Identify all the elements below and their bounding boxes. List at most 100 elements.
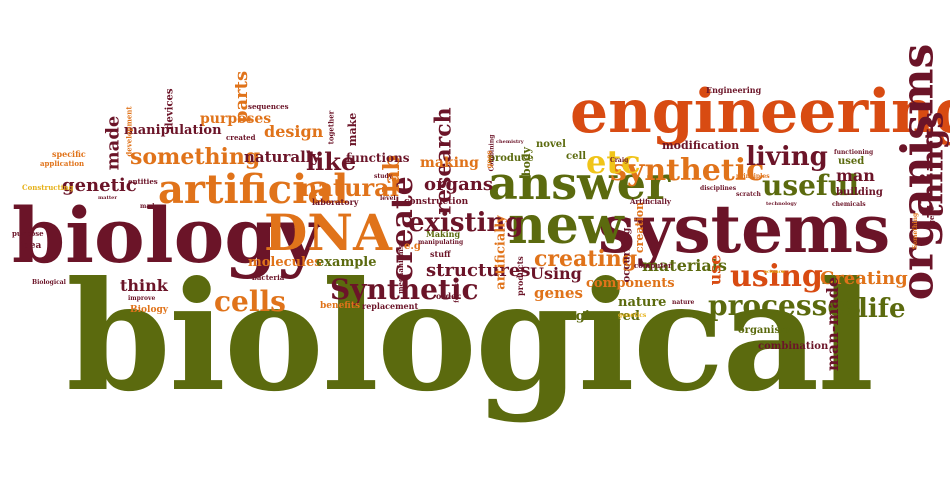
cloud-word-creation: creation (633, 201, 647, 254)
cloud-word-disciplines: disciplines (700, 185, 737, 192)
cloud-word-cell: cell (566, 151, 587, 162)
cloud-word-example: example (316, 255, 377, 270)
cloud-word-systems: systems (598, 190, 891, 268)
cloud-word-nature: nature (618, 295, 667, 310)
cloud-word-new: new (508, 195, 624, 256)
cloud-word-something: something (130, 144, 261, 170)
cloud-word-biology-cap: Biology (130, 305, 168, 315)
cloud-word-novel: novel (536, 139, 566, 150)
cloud-word-stuff: stuff (430, 249, 451, 259)
cloud-word-replacement: replacement (362, 301, 419, 311)
cloud-word-bacteria: bacteria (252, 273, 285, 282)
cloud-word-functioning: functioning (834, 149, 874, 156)
cloud-word-genes: genes (534, 284, 583, 302)
cloud-word-like: like (306, 147, 357, 176)
cloud-word-materials: materials (642, 256, 727, 275)
cloud-word-mechanisms: mechanisms (395, 245, 405, 294)
cloud-word-together: together (326, 110, 336, 145)
cloud-word-genetic: genetic (62, 175, 137, 196)
cloud-word-building: building (836, 187, 883, 198)
cloud-word-engineering-cap: Engineering (706, 85, 762, 95)
cloud-word-used: used (838, 156, 865, 167)
cloud-word-man-made: man-made (823, 276, 843, 372)
cloud-word-application: application (40, 159, 85, 168)
cloud-word-principles: principles (736, 173, 770, 180)
cloud-word-functions: functions (346, 151, 410, 165)
cloud-word-technology: technology (766, 201, 797, 207)
cloud-word-study: study (374, 173, 393, 180)
cloud-word-products: products (514, 256, 525, 296)
cloud-word-laboratory: laboratory (312, 197, 359, 207)
cloud-word-sequences: sequences (248, 102, 289, 111)
cloud-word-manipulation: manipulation (124, 123, 222, 138)
cloud-word-use: use (705, 254, 725, 286)
cloud-word-produce: produce (488, 153, 534, 164)
cloud-word-structures: structures (426, 260, 531, 281)
cloud-word-artificially: artificially (493, 215, 509, 290)
cloud-word-eg: e.g (404, 241, 421, 252)
cloud-word-something-cap: Something (912, 212, 920, 250)
cloud-word-living: living (746, 142, 828, 172)
cloud-word-chemistry: chemistry (496, 139, 524, 145)
cloud-word-things: things (915, 111, 950, 219)
cloud-word-level: level (380, 195, 396, 202)
cloud-word-biological-small: Biological (32, 279, 66, 286)
cloud-word-using-cap: Using (530, 264, 582, 283)
cloud-word-making-cap: Making (426, 229, 461, 239)
cloud-word-devices: devices (164, 88, 176, 130)
cloud-word-dna: DNA (264, 203, 392, 262)
cloud-word-made: made (102, 115, 124, 171)
cloud-word-computer: computer (634, 261, 672, 270)
cloud-word-naturally: naturally (244, 148, 321, 166)
cloud-word-engineering: engineering (570, 77, 950, 147)
cloud-word-natural: natural (300, 173, 399, 202)
cloud-word-life: life (858, 294, 906, 324)
cloud-word-answer: answer (488, 156, 671, 210)
cloud-word-genetics: genetics (618, 312, 647, 319)
cloud-word-existing: existing (408, 208, 524, 238)
cloud-word-creating: creating (534, 246, 638, 272)
cloud-word-chemicals: chemicals (832, 201, 866, 208)
cloud-word-think: think (120, 276, 168, 295)
cloud-word-purposes: purposes (200, 111, 272, 127)
cloud-word-man: man (836, 166, 875, 185)
cloud-word-processes: processes (708, 289, 861, 322)
cloud-word-combination: combination (758, 341, 829, 352)
cloud-word-body: body (520, 146, 534, 177)
cloud-word-cells: cells (214, 285, 286, 318)
cloud-word-making: making (420, 155, 479, 171)
cloud-word-creating-cap: Creating (820, 268, 908, 289)
cloud-word-engineered: engineered (558, 309, 640, 324)
cloud-word-design: design (264, 122, 324, 141)
cloud-word-entities: entities (128, 177, 158, 186)
cloud-word-synthetic-cap: Synthetic (330, 273, 479, 306)
cloud-word-using: using (730, 259, 823, 294)
cloud-word-science: science (764, 269, 785, 275)
cloud-word-order: order (436, 291, 461, 301)
cloud-word-useful: useful (762, 169, 859, 202)
cloud-word-occurring: occurring (621, 227, 633, 283)
cloud-word-components: components (586, 276, 675, 291)
cloud-word-biology: biology (12, 191, 322, 280)
cloud-word-purpose: purpose (12, 229, 44, 238)
cloud-word-modification: modification (662, 139, 740, 152)
cloud-word-benefits: benefits (320, 301, 361, 311)
cloud-word-goes: goes (484, 150, 494, 169)
cloud-word-specific: specific (52, 149, 86, 159)
cloud-word-scratch: scratch (736, 191, 761, 198)
cloud-word-development: development (124, 106, 134, 157)
cloud-word-created: created (226, 133, 256, 142)
cloud-word-organs: organs (424, 174, 493, 195)
cloud-word-construction: construction (404, 197, 469, 207)
cloud-word-manipulating: manipulating (418, 239, 464, 246)
cloud-word-etc: etc (586, 143, 641, 181)
cloud-word-gene: gene (926, 206, 936, 225)
cloud-word-made-small: made (140, 203, 159, 210)
cloud-word-improve: improve (128, 295, 156, 302)
cloud-word-idea: idea (20, 241, 42, 251)
cloud-word-matter: matter (98, 195, 117, 201)
cloud-word-artificial: artificial (158, 166, 349, 213)
cloud-word-molecules: molecules (248, 255, 322, 270)
cloud-word-craig: Craig (610, 157, 629, 164)
